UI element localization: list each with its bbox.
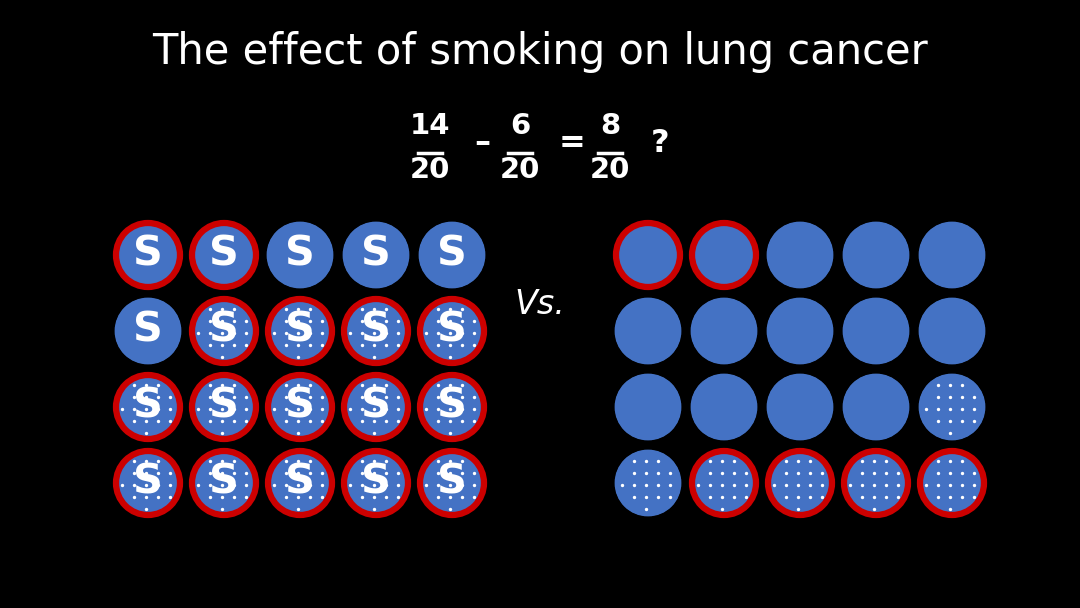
- Circle shape: [919, 374, 985, 440]
- Circle shape: [267, 222, 333, 288]
- Text: S: S: [437, 387, 467, 427]
- Text: S: S: [361, 311, 391, 351]
- Circle shape: [767, 450, 833, 516]
- Text: S: S: [210, 311, 239, 351]
- Circle shape: [691, 374, 757, 440]
- Circle shape: [843, 374, 909, 440]
- Text: –: –: [474, 128, 490, 159]
- Text: 6: 6: [510, 112, 530, 140]
- Circle shape: [343, 298, 409, 364]
- Circle shape: [691, 450, 757, 516]
- Circle shape: [419, 222, 485, 288]
- Text: S: S: [361, 463, 391, 503]
- Text: ?: ?: [650, 128, 670, 159]
- Circle shape: [419, 298, 485, 364]
- Text: S: S: [210, 463, 239, 503]
- Circle shape: [767, 222, 833, 288]
- Circle shape: [114, 298, 181, 364]
- Circle shape: [267, 298, 333, 364]
- Text: 8: 8: [599, 112, 620, 140]
- Circle shape: [919, 222, 985, 288]
- Circle shape: [615, 450, 681, 516]
- Circle shape: [114, 222, 181, 288]
- Circle shape: [343, 222, 409, 288]
- Circle shape: [919, 298, 985, 364]
- Text: 14: 14: [409, 112, 450, 140]
- Text: S: S: [285, 463, 315, 503]
- Circle shape: [843, 222, 909, 288]
- Text: =: =: [558, 128, 585, 159]
- Circle shape: [191, 298, 257, 364]
- Circle shape: [267, 374, 333, 440]
- Circle shape: [615, 222, 681, 288]
- Circle shape: [843, 450, 909, 516]
- Text: S: S: [361, 235, 391, 275]
- Text: Vs.: Vs.: [514, 288, 566, 320]
- Text: S: S: [361, 387, 391, 427]
- Circle shape: [919, 450, 985, 516]
- Circle shape: [191, 374, 257, 440]
- Text: S: S: [133, 387, 163, 427]
- Text: S: S: [285, 387, 315, 427]
- Text: S: S: [210, 235, 239, 275]
- Circle shape: [419, 374, 485, 440]
- Circle shape: [191, 222, 257, 288]
- Text: S: S: [285, 311, 315, 351]
- Circle shape: [267, 450, 333, 516]
- Text: S: S: [437, 235, 467, 275]
- Text: 20: 20: [500, 156, 540, 184]
- Text: S: S: [210, 387, 239, 427]
- Circle shape: [343, 374, 409, 440]
- Text: The effect of smoking on lung cancer: The effect of smoking on lung cancer: [152, 31, 928, 73]
- Circle shape: [767, 374, 833, 440]
- Circle shape: [843, 298, 909, 364]
- Text: S: S: [133, 463, 163, 503]
- Circle shape: [419, 450, 485, 516]
- Text: S: S: [285, 235, 315, 275]
- Text: S: S: [437, 463, 467, 503]
- Circle shape: [114, 450, 181, 516]
- Text: S: S: [437, 311, 467, 351]
- Circle shape: [615, 374, 681, 440]
- Text: 20: 20: [409, 156, 450, 184]
- Circle shape: [191, 450, 257, 516]
- Circle shape: [615, 298, 681, 364]
- Circle shape: [691, 222, 757, 288]
- Text: S: S: [133, 311, 163, 351]
- Circle shape: [343, 450, 409, 516]
- Text: 20: 20: [590, 156, 631, 184]
- Text: S: S: [133, 235, 163, 275]
- Circle shape: [767, 298, 833, 364]
- Circle shape: [691, 298, 757, 364]
- Circle shape: [114, 374, 181, 440]
